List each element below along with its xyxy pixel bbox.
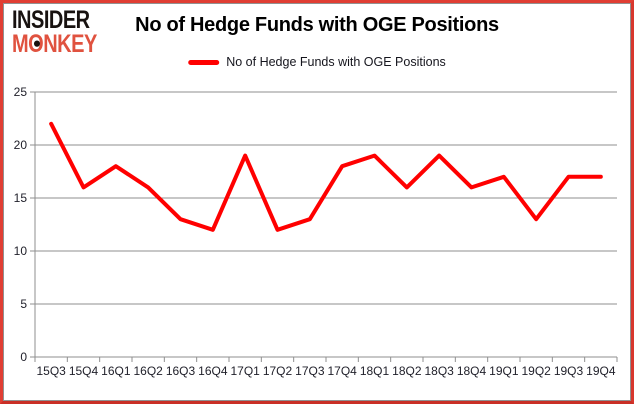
x-axis-label: 19Q4 <box>586 364 616 378</box>
logo-text-monkey: MONKEY <box>12 30 97 59</box>
y-axis-label: 25 <box>14 85 28 99</box>
y-axis-label: 10 <box>14 244 28 258</box>
x-axis-label: 17Q2 <box>263 364 293 378</box>
x-axis-label: 19Q1 <box>489 364 519 378</box>
x-axis-label: 16Q4 <box>198 364 228 378</box>
series-line <box>49 121 603 232</box>
x-axis-label: 15Q3 <box>36 364 66 378</box>
legend-line-swatch <box>188 59 220 65</box>
y-axis-label: 20 <box>14 138 28 152</box>
x-axis-label: 16Q3 <box>166 364 196 378</box>
x-axis-label: 19Q2 <box>521 364 551 378</box>
x-axis-label: 17Q3 <box>295 364 325 378</box>
chart-legend: No of Hedge Funds with OGE Positions <box>188 55 446 69</box>
x-axis-label: 17Q4 <box>327 364 357 378</box>
x-axis-label: 19Q3 <box>554 364 584 378</box>
x-axis-label: 18Q3 <box>424 364 454 378</box>
x-axis-label: 16Q1 <box>101 364 131 378</box>
y-axis-label: 0 <box>20 350 27 364</box>
y-axis-label: 15 <box>14 191 28 205</box>
logo-text-insider: INSIDER <box>12 6 90 35</box>
x-axis-label: 18Q1 <box>360 364 390 378</box>
insider-monkey-logo: INSIDER MONKEY <box>12 6 97 59</box>
x-axis-label: 18Q2 <box>392 364 422 378</box>
monkey-eye-icon <box>34 40 40 47</box>
y-axis-label: 5 <box>20 297 27 311</box>
x-axis-label: 16Q2 <box>133 364 163 378</box>
chart-title: No of Hedge Funds with OGE Positions <box>135 14 499 36</box>
x-axis-label: 18Q4 <box>457 364 487 378</box>
x-axis-label: 15Q4 <box>69 364 99 378</box>
x-axis-label: 17Q1 <box>230 364 260 378</box>
legend-label: No of Hedge Funds with OGE Positions <box>226 55 446 69</box>
